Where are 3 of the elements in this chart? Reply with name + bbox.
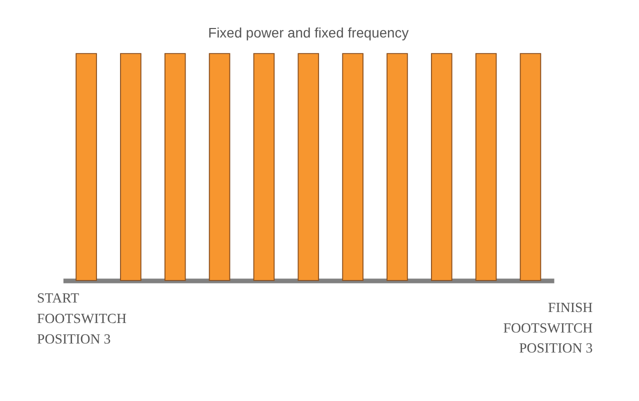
- text: START FOOTSWITCH POSITION 3: [37, 292, 126, 348]
- text: FINISH FOOTSWITCH POSITION 3: [503, 300, 593, 357]
- chart-title: Fixed power and fixed frequency: [208, 24, 409, 40]
